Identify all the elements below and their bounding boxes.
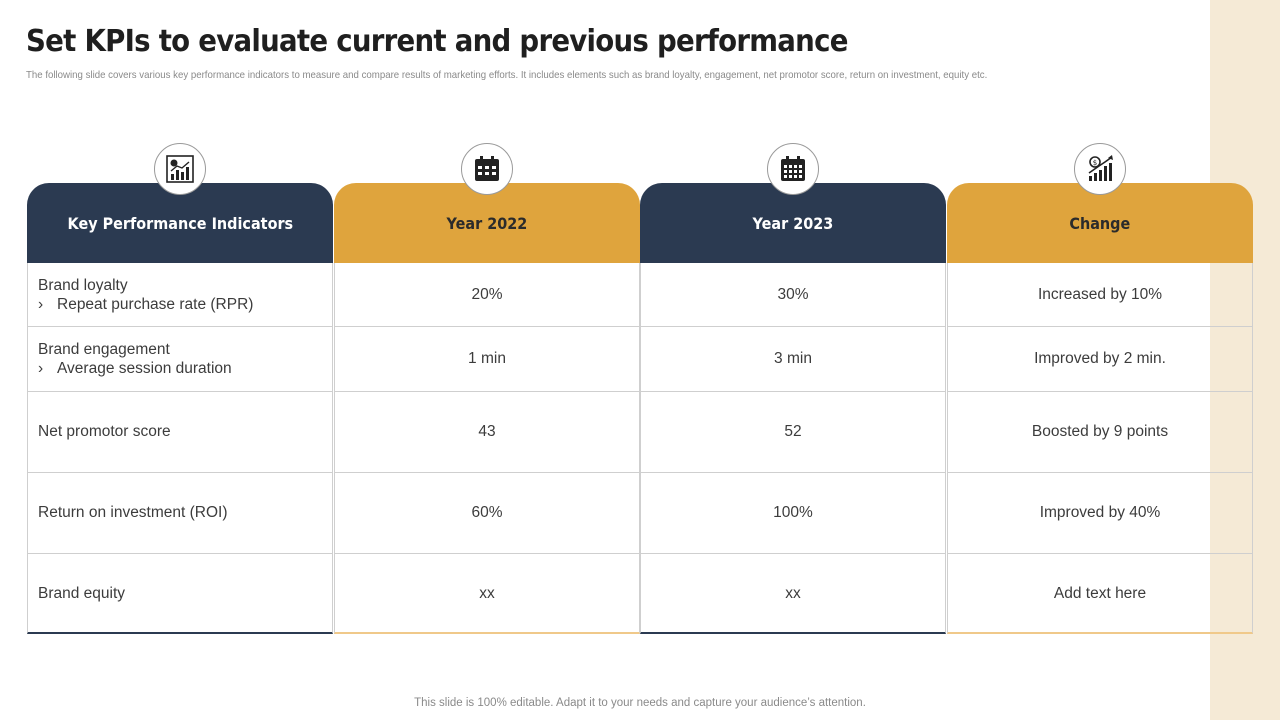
year-2022-column-body: 20% 1 min 43 60% xx <box>334 263 640 634</box>
year-2022-column: Year 2022 20% 1 min 43 60% xx <box>334 143 640 634</box>
growth-chart-icon: $ <box>1074 143 1126 195</box>
change-cell: Add text here <box>1053 585 1147 602</box>
value-cell: 3 min <box>641 327 945 392</box>
kpi-cell: Brand equity <box>28 554 332 634</box>
header-change: Change <box>947 183 1253 263</box>
change-cell: Increased by 10% <box>948 263 1252 327</box>
kpi-cell: Net promotor score <box>28 392 332 473</box>
kpi-sub-item: › Average session duration <box>38 360 232 377</box>
kpi-label: Net promotor score <box>38 423 171 440</box>
value-cell: 1 min <box>335 327 639 392</box>
value-cell: 100% <box>641 473 945 554</box>
svg-text:$: $ <box>1093 159 1097 167</box>
kpi-column-body: Brand loyalty › Repeat purchase rate (RPR… <box>27 263 333 634</box>
chevron-right-icon: › <box>38 360 44 377</box>
kpi-sub-item: › Repeat purchase rate (RPR) <box>38 295 254 313</box>
kpi-cell: Brand loyalty › Repeat purchase rate (RPR… <box>28 263 332 327</box>
year-2023-column-body: 30% 3 min 52 100% xx <box>640 263 946 634</box>
value-cell: 20% <box>335 263 639 327</box>
change-cell: Boosted by 9 points <box>948 392 1252 473</box>
kpi-label: Brand equity <box>38 585 126 602</box>
change-cell: Improved by 2 min. <box>948 327 1252 392</box>
header-year-2022: Year 2022 <box>334 183 640 263</box>
page-title: Set KPIs to evaluate current and previou… <box>26 24 848 59</box>
chevron-right-icon: › <box>38 295 44 313</box>
kpi-label: Brand engagement <box>38 341 170 358</box>
calendar-icon <box>461 143 513 195</box>
value-cell: 60% <box>335 473 639 554</box>
value-cell: xx <box>785 585 801 602</box>
header-year-2023: Year 2023 <box>640 183 946 263</box>
change-cell: Improved by 40% <box>948 473 1252 554</box>
kpi-label: Return on investment (ROI) <box>38 504 228 521</box>
side-accent-strip <box>1210 0 1280 720</box>
value-cell: xx <box>479 585 495 602</box>
chart-report-icon <box>154 143 206 195</box>
value-cell: 30% <box>641 263 945 327</box>
kpi-column: Key Performance Indicators Brand loyalty… <box>27 143 333 634</box>
kpi-cell: Brand engagement › Average session durati… <box>28 327 332 392</box>
kpi-label: Brand loyalty <box>38 276 128 294</box>
change-column: $ Change Increased by 10% Improved by 2 … <box>947 143 1253 634</box>
year-2023-column: Year 2023 30% 3 min 52 100% xx <box>640 143 946 634</box>
calendar-icon <box>767 143 819 195</box>
page-subtitle: The following slide covers various key p… <box>26 69 988 81</box>
change-column-body: Increased by 10% Improved by 2 min. Boos… <box>947 263 1253 634</box>
value-cell: 52 <box>641 392 945 473</box>
value-cell: 43 <box>335 392 639 473</box>
kpi-cell: Return on investment (ROI) <box>28 473 332 554</box>
header-kpi: Key Performance Indicators <box>27 183 333 263</box>
footer-note: This slide is 100% editable. Adapt it to… <box>414 697 866 709</box>
